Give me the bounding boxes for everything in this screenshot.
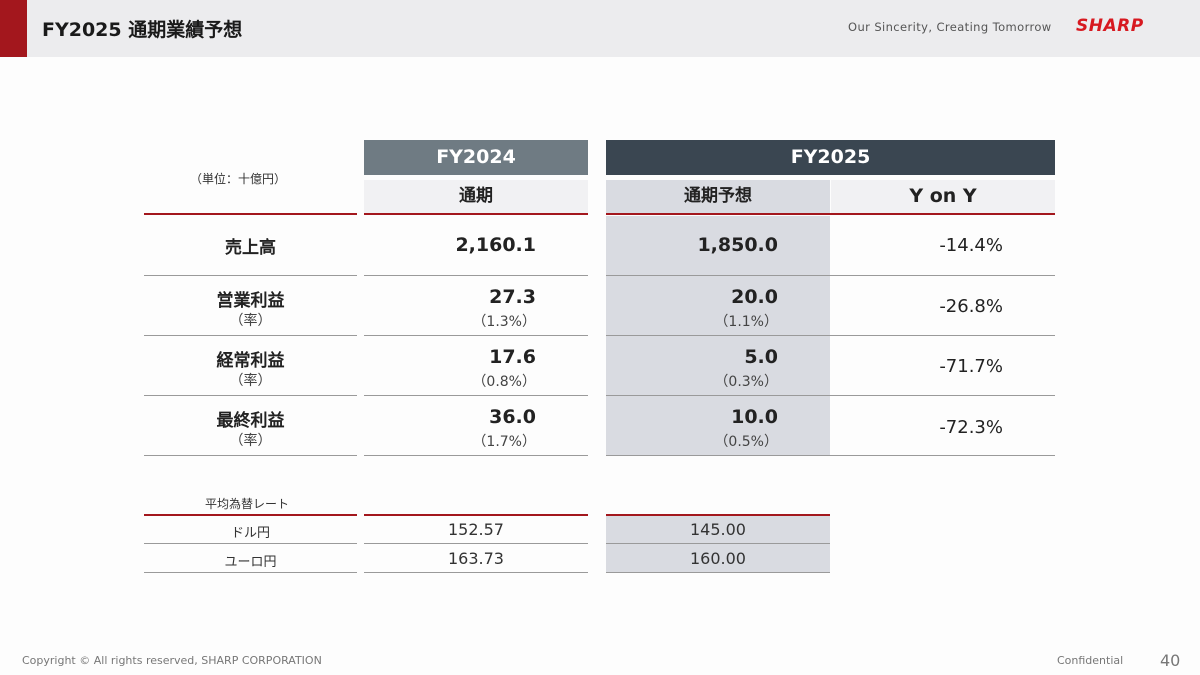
divider — [364, 514, 588, 516]
row-rate-label: （率） — [229, 313, 272, 329]
divider — [606, 543, 830, 544]
fy2025-operating-profit: 20.0 — [731, 286, 778, 308]
divider — [606, 335, 1055, 336]
fy2024-net-profit: 36.0 — [489, 406, 536, 428]
fy2024-sub-cell: 通期 — [364, 180, 588, 213]
divider — [364, 335, 588, 336]
fy2024-sub-header: 通期 — [459, 186, 493, 206]
divider — [144, 514, 357, 516]
divider — [144, 335, 357, 336]
divider — [364, 572, 588, 573]
fx-label-usd: ドル円 — [230, 526, 270, 541]
divider — [144, 395, 357, 396]
divider — [144, 455, 357, 456]
divider — [144, 213, 357, 215]
fy2025-sales: 1,850.0 — [697, 234, 778, 256]
yoy-ordinary-profit: -71.7% — [939, 356, 1003, 377]
divider — [606, 213, 1055, 215]
slide-header: FY2025 通期業績予想 Our Sincerity, Creating To… — [0, 0, 1200, 57]
forecast-column-shade — [606, 216, 830, 456]
fy2024-header: FY2024 — [436, 146, 516, 168]
fy2024-sales: 2,160.1 — [455, 234, 536, 256]
fy2025-yoy-cell: Y on Y — [831, 180, 1055, 213]
fy2024-ordinary-rate: （0.8%） — [472, 374, 536, 390]
brand-slogan: Our Sincerity, Creating Tomorrow — [848, 20, 1052, 34]
fy2025-header: FY2025 — [790, 146, 871, 168]
fy2025-forecast-header: 通期予想 — [684, 186, 752, 206]
fy2024-header-cell: FY2024 — [364, 140, 588, 175]
fy2025-ordinary-profit: 5.0 — [744, 346, 778, 368]
divider — [606, 455, 1055, 456]
divider — [144, 572, 357, 573]
divider — [606, 395, 1055, 396]
row-rate-label: （率） — [229, 433, 272, 449]
fx-fy2025-eur: 160.00 — [690, 549, 746, 568]
fy2025-header-cell: FY2025 — [606, 140, 1055, 175]
fy2025-yoy-header: Y on Y — [909, 185, 977, 207]
row-label-operating-profit: 営業利益 — [216, 291, 285, 311]
divider — [606, 572, 830, 573]
row-label-ordinary-profit: 経常利益 — [216, 351, 285, 371]
fx-label-eur: ユーロ円 — [224, 555, 277, 570]
divider — [364, 455, 588, 456]
divider — [364, 395, 588, 396]
fy2025-net-profit: 10.0 — [731, 406, 778, 428]
page-number: 40 — [1160, 651, 1181, 670]
fy2024-operating-profit: 27.3 — [489, 286, 536, 308]
copyright-text: Copyright © All rights reserved, SHARP C… — [22, 654, 322, 667]
yoy-net-profit: -72.3% — [939, 417, 1003, 438]
divider — [144, 543, 357, 544]
fy2024-ordinary-profit: 17.6 — [489, 346, 536, 368]
row-label-net-profit: 最終利益 — [216, 411, 285, 431]
divider — [364, 543, 588, 544]
unit-note: （単位：十億円） — [190, 172, 287, 186]
fx-section-title: 平均為替レート — [205, 497, 290, 511]
row-rate-label: （率） — [229, 373, 272, 389]
divider — [606, 275, 1055, 276]
fy2025-operating-rate: （1.1%） — [714, 314, 778, 330]
fy2025-ordinary-rate: （0.3%） — [714, 374, 778, 390]
fy2024-operating-rate: （1.3%） — [472, 314, 536, 330]
fy2025-forecast-cell: 通期予想 — [606, 180, 830, 213]
fx-fy2024-usd: 152.57 — [448, 520, 504, 539]
divider — [364, 275, 588, 276]
divider — [144, 275, 357, 276]
confidential-label: Confidential — [1057, 654, 1124, 667]
row-label-sales: 売上高 — [225, 238, 276, 258]
sharp-logo: SHARP — [1076, 16, 1144, 36]
divider — [364, 213, 588, 215]
yoy-operating-profit: -26.8% — [939, 296, 1003, 317]
header-accent-bar — [0, 0, 27, 57]
yoy-sales: -14.4% — [939, 235, 1003, 256]
slide-title: FY2025 通期業績予想 — [42, 19, 243, 41]
fx-fy2025-usd: 145.00 — [690, 520, 746, 539]
fx-fy2024-eur: 163.73 — [448, 549, 504, 568]
divider — [606, 514, 830, 516]
fy2025-net-rate: （0.5%） — [714, 434, 778, 450]
fx-forecast-column-shade — [606, 516, 830, 572]
fy2024-net-rate: （1.7%） — [472, 434, 536, 450]
